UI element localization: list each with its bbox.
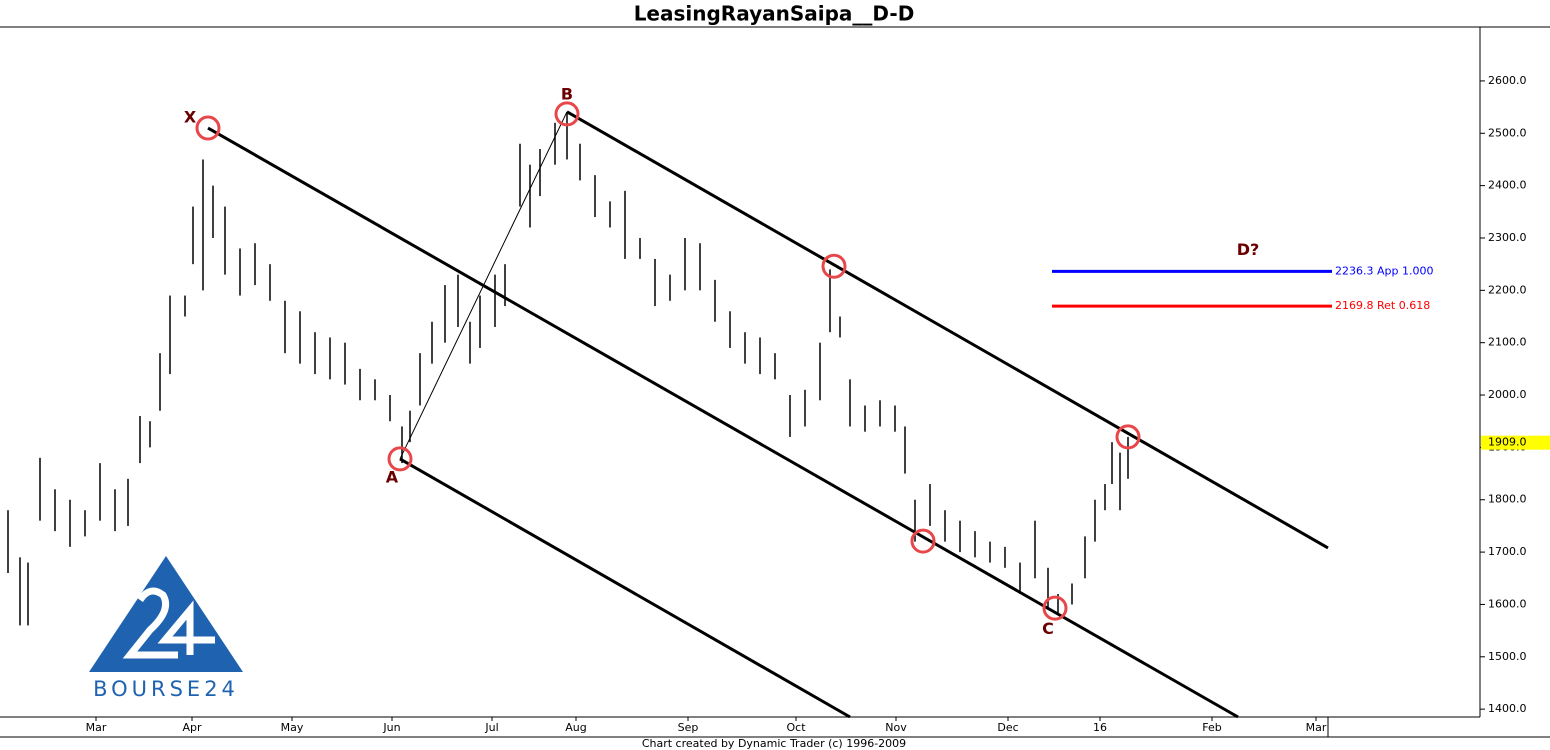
point-label: A (386, 467, 399, 486)
y-tick-label: 2500.0 (1488, 126, 1527, 139)
point-label: B (561, 85, 573, 104)
x-tick-label: Dec (997, 721, 1018, 734)
trendline (566, 110, 1329, 550)
x-tick-label: Feb (1202, 721, 1221, 734)
y-tick-label: 2200.0 (1488, 283, 1527, 296)
trendline (399, 457, 851, 719)
y-tick-label: 2300.0 (1488, 231, 1527, 244)
y-tick-label: 2100.0 (1488, 336, 1527, 349)
logo-2 (122, 587, 178, 659)
x-tick-label: 16 (1093, 721, 1107, 734)
pivot-circle (387, 446, 413, 472)
y-tick-label: 2400.0 (1488, 179, 1527, 192)
x-tick-label: Aug (565, 721, 586, 734)
x-tick-label: Mar (86, 721, 107, 734)
pivot-circle (1042, 595, 1068, 621)
pivot-circle (910, 528, 936, 554)
pivot-circle (1115, 424, 1141, 450)
point-label: C (1042, 619, 1054, 638)
pivot-circle (554, 101, 580, 127)
logo: BOURSE24 (89, 556, 243, 701)
chart-title: LeasingRayanSaipa__D-D (634, 2, 915, 26)
x-tick-label: May (281, 721, 304, 734)
pivot-circle (821, 253, 847, 279)
x-tick-label: Oct (786, 721, 806, 734)
trendline (207, 126, 1239, 719)
last-price-label: 1909.0 (1488, 436, 1527, 449)
x-tick-label: Jul (484, 721, 498, 734)
point-label: X (184, 108, 197, 127)
y-tick-label: 2600.0 (1488, 74, 1527, 87)
logo-text: BOURSE24 (93, 677, 239, 701)
y-tick-label: 1500.0 (1488, 650, 1527, 663)
x-tick-label: Sep (678, 721, 699, 734)
y-tick-label: 1400.0 (1488, 702, 1527, 715)
footer: Chart created by Dynamic Trader (c) 1996… (642, 737, 906, 750)
y-tick-label: 2000.0 (1488, 388, 1527, 401)
x-tick-label: Mar (1306, 721, 1327, 734)
point-label: D? (1237, 240, 1260, 259)
x-tick-label: Jun (382, 721, 400, 734)
y-tick-label: 1700.0 (1488, 545, 1527, 558)
x-tick-label: Apr (182, 721, 202, 734)
pivot-circle (195, 115, 221, 141)
y-tick-label: 1800.0 (1488, 493, 1527, 506)
level-label: 2236.3 App 1.000 (1335, 264, 1433, 277)
trendline (399, 111, 568, 460)
y-tick-label: 1600.0 (1488, 597, 1527, 610)
level-label: 2169.8 Ret 0.618 (1335, 299, 1430, 312)
logo-4 (157, 600, 215, 655)
last-price-box (1481, 435, 1550, 450)
x-tick-label: Nov (885, 721, 907, 734)
